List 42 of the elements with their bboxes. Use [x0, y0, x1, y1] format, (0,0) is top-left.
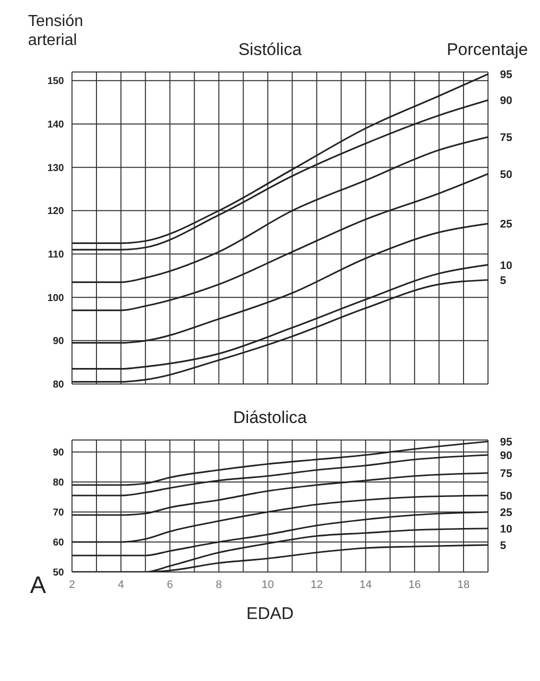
- x-tick-label: 16: [408, 578, 421, 591]
- y-tick-label: 110: [48, 250, 64, 261]
- x-tick-label: 8: [216, 578, 222, 591]
- y-tick-label: 80: [52, 478, 64, 489]
- series-label: 10: [500, 260, 512, 272]
- series-label: 75: [500, 132, 512, 144]
- x-tick-label: 4: [118, 578, 124, 591]
- y-tick-label: 130: [47, 162, 64, 174]
- x-tick-label: 12: [310, 578, 323, 591]
- y-tick-label: 120: [47, 206, 64, 218]
- y-tick-label: 150: [47, 76, 64, 88]
- y-tick-label: 50: [52, 568, 64, 579]
- y-tick-label: 90: [52, 448, 64, 459]
- series-label: 90: [500, 450, 512, 462]
- y-tick-label: 140: [47, 120, 64, 131]
- y-tick-label: 100: [47, 292, 64, 304]
- legend-title: Porcentaje: [446, 40, 528, 60]
- x-tick-label: 18: [457, 578, 470, 591]
- series-label: 90: [500, 95, 512, 108]
- series-label: 5: [500, 540, 506, 552]
- x-tick-label: 10: [262, 578, 274, 591]
- series-label: 50: [500, 490, 512, 502]
- x-axis-title: EDAD: [245, 604, 295, 624]
- chart-title: Diástolica: [232, 408, 308, 428]
- series-label: 95: [500, 69, 512, 82]
- y-tick-label: 90: [52, 336, 64, 348]
- series-label: 95: [500, 436, 512, 448]
- x-tick-label: 6: [166, 578, 173, 591]
- text: A: [30, 572, 46, 600]
- y-tick-label: 60: [52, 538, 64, 549]
- x-tick-label: 2: [68, 578, 76, 591]
- series-label: 5: [500, 275, 506, 287]
- chart-title: Sistólica: [238, 40, 302, 59]
- y-axis-title: Tensión arterial: [28, 12, 84, 50]
- series-label: 25: [500, 507, 512, 519]
- y-tick-label: 80: [52, 380, 64, 391]
- series-label: 50: [500, 168, 512, 181]
- series-label: 75: [500, 468, 512, 480]
- x-tick-label: 14: [360, 578, 372, 591]
- series-label: 25: [500, 218, 512, 231]
- y-tick-label: 70: [52, 508, 64, 519]
- series-label: 10: [500, 524, 512, 536]
